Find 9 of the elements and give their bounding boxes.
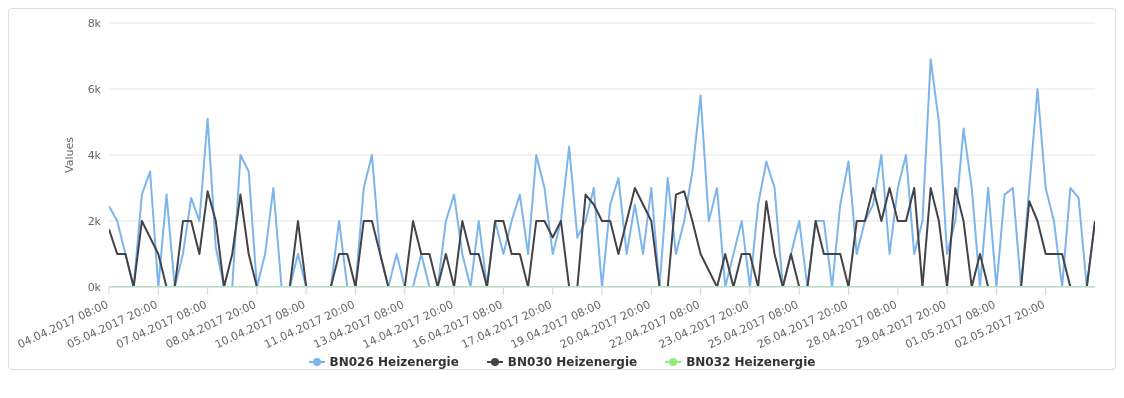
y-tick-label: 0k: [87, 280, 102, 294]
legend-label: BN026 Heizenergie: [329, 355, 459, 369]
y-axis-title: Values: [62, 136, 76, 173]
y-tick-label: 4k: [87, 148, 102, 162]
y-tick-label: 2k: [87, 214, 102, 228]
legend-label: BN030 Heizenergie: [507, 355, 638, 369]
y-tick-label: 6k: [87, 82, 102, 96]
legend-label: BN032 Heizenergie: [686, 355, 816, 369]
y-tick-label: 8k: [87, 16, 102, 30]
